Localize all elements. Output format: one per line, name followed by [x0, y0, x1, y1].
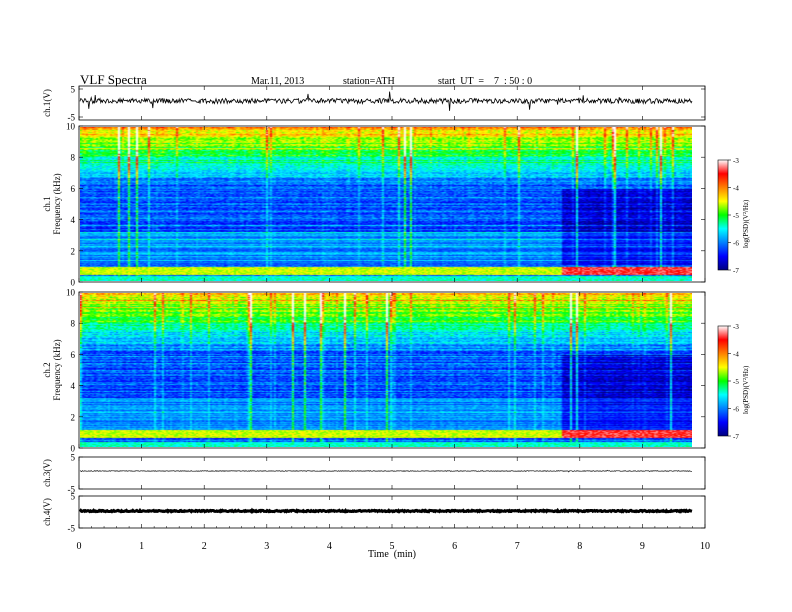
y-tick-label: 0 — [71, 278, 76, 288]
y-tick-label: 5 — [71, 453, 76, 463]
figure-title: VLF Spectra — [80, 72, 147, 87]
ch1-waveform-trace — [79, 91, 693, 111]
ch4-waveform-ylabel: ch.4(V) — [42, 498, 52, 526]
ch3-waveform-frame — [78, 456, 706, 490]
ch2-spectrogram-ylabel: Frequency (kHz) — [52, 339, 62, 400]
ch3-waveform-trace — [79, 469, 692, 473]
ch1-colorbar — [717, 159, 729, 271]
header-start-time: start UT = 7 : 50 : 0 — [438, 76, 532, 87]
x-tick-label: 8 — [577, 541, 582, 552]
x-axis-label: Time (min) — [368, 549, 416, 560]
y-tick-label: 8 — [71, 153, 76, 163]
colorbar-tick-label: -5 — [733, 212, 739, 220]
ch3-waveform-ylabel: ch.3(V) — [42, 459, 52, 487]
x-tick-label: 7 — [515, 541, 520, 552]
y-tick-label: 8 — [71, 319, 76, 329]
ch4-waveform-trace — [78, 507, 693, 514]
ch1-waveform-ylabel: ch.1(V) — [42, 89, 52, 117]
x-tick-label: 2 — [202, 541, 207, 552]
colorbar-tick-label: -7 — [733, 433, 739, 441]
x-tick-label: 9 — [640, 541, 645, 552]
ch1-spectrogram-image — [80, 127, 692, 281]
y-tick-label: 6 — [71, 350, 76, 360]
y-tick-label: -5 — [68, 113, 76, 123]
x-tick-label: 5 — [390, 541, 395, 552]
ch1-spectrogram-ylabel: Frequency (kHz) — [52, 173, 62, 234]
colorbar-tick-label: -6 — [733, 406, 739, 414]
ch2-spectrogram-channel-label: ch.2 — [42, 362, 52, 377]
colorbar-tick-label: -7 — [733, 267, 739, 275]
y-tick-label: 10 — [66, 122, 76, 132]
y-tick-label: 4 — [71, 381, 76, 391]
colorbar-tick-label: -5 — [733, 378, 739, 386]
y-tick-label: -5 — [68, 524, 76, 534]
x-tick-label: 3 — [264, 541, 269, 552]
x-tick-label: 4 — [327, 541, 332, 552]
header-date: Mar.11, 2013 — [251, 76, 304, 87]
colorbar-tick-label: -3 — [733, 323, 739, 331]
y-tick-label: 0 — [71, 444, 76, 454]
y-tick-label: 4 — [71, 215, 76, 225]
x-tick-label: 10 — [700, 541, 710, 552]
ch2-colorbar — [717, 325, 729, 437]
ch1-colorbar-label: log(PSD)(V²/Hz) — [742, 199, 750, 248]
y-tick-label: 10 — [66, 288, 76, 298]
colorbar-tick-label: -4 — [733, 185, 739, 193]
header-station: station=ATH — [343, 76, 395, 87]
y-tick-label: -5 — [68, 485, 76, 495]
x-tick-label: 0 — [77, 541, 82, 552]
y-tick-label: 6 — [71, 184, 76, 194]
colorbar-tick-label: -6 — [733, 240, 739, 248]
x-tick-label: 1 — [139, 541, 144, 552]
y-tick-label: 5 — [71, 492, 76, 502]
y-tick-label: 2 — [71, 246, 76, 256]
y-tick-label: 5 — [71, 85, 76, 95]
colorbar-tick-label: -3 — [733, 157, 739, 165]
colorbar-tick-label: -4 — [733, 351, 739, 359]
x-tick-label: 6 — [452, 541, 457, 552]
ch2-spectrogram-image — [80, 293, 692, 447]
axis-ticks: 0 1 2 3 4 5 6 7 8 9 105-5024681002468105-55-5-3-4-… — [66, 85, 739, 553]
ch1-spectrogram-channel-label: ch.1 — [42, 196, 52, 211]
ch2-colorbar-label: log(PSD)(V²/Hz) — [742, 365, 750, 414]
y-tick-label: 2 — [71, 412, 76, 422]
